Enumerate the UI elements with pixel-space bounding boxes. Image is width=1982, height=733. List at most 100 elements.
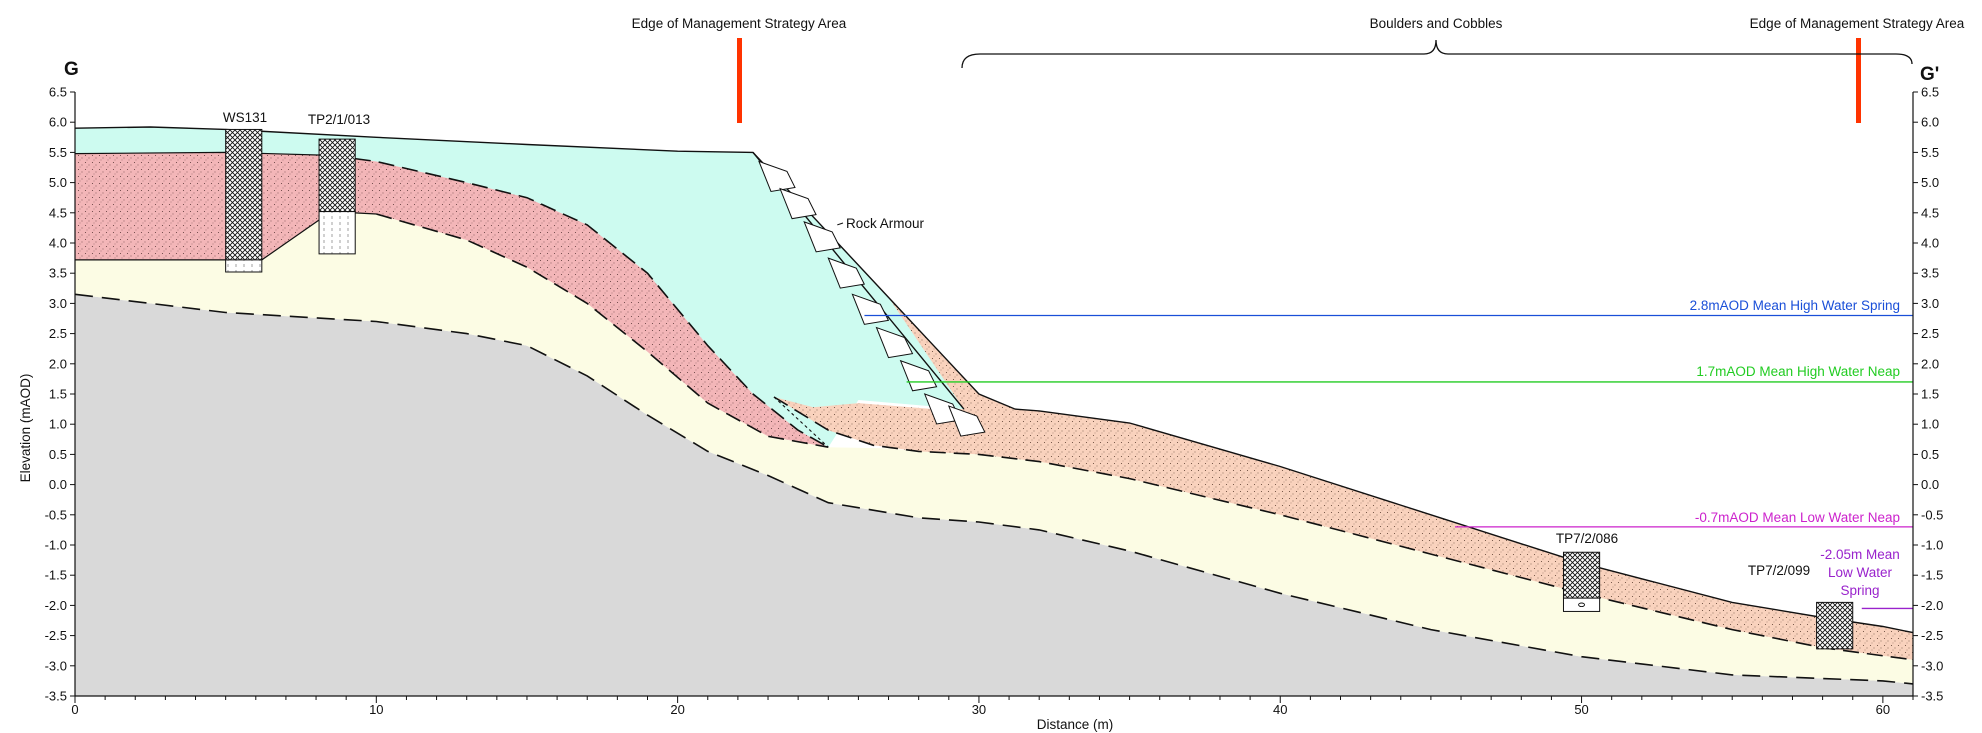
borehole-tp7-099-label: TP7/2/099 [1748,563,1810,578]
section-start-label: G [64,59,79,80]
y-tick-label-left: 3.5 [49,266,67,281]
y-tick-label-left: 0.0 [49,477,67,492]
borehole-ws131-lower [225,259,263,273]
y-tick-label-right: 1.5 [1921,387,1939,402]
y-tick-label-right: 6.0 [1921,115,1939,130]
y-tick-label-left: 6.5 [49,85,67,100]
mlws-label-line-2: Low Water [1828,565,1893,580]
y-tick-label-right: 0.0 [1921,477,1939,492]
borehole-tp2-lower [318,211,356,255]
made-ground-layer [75,127,964,448]
rock-block [851,293,890,325]
borehole-tp7-086-marker [1578,602,1586,608]
borehole-tp7-086-label: TP7/2/086 [1556,531,1618,546]
rock-block [803,221,841,253]
x-tick-label: 50 [1574,702,1588,717]
y-tick-label-right: -1.0 [1921,538,1943,553]
red-base-dashed-line [376,213,829,448]
boulders-brace [961,39,1913,69]
borehole-ws131-hatched [225,128,263,261]
x-tick-label: 40 [1273,702,1287,717]
mlwn-label: -0.7mAOD Mean Low Water Neap [1695,510,1900,525]
y-tick-label-right: 4.5 [1921,205,1939,220]
x-tick-label: 20 [670,702,684,717]
edge-left-marker [737,38,742,123]
y-tick-label-right: 0.5 [1921,447,1939,462]
y-tick-label-right: -3.5 [1921,689,1943,704]
rock-block [827,257,866,289]
bedrock-layer [75,294,1913,696]
toe-dashed-line [773,396,829,448]
borehole-tp7-086-hatched [1562,551,1601,599]
borehole-tp7-086-lower [1562,597,1601,612]
x-tick-label: 30 [972,702,986,717]
edge-right-marker [1856,38,1861,123]
y-tick-label-right: 5.0 [1921,175,1939,190]
rock-armour [758,160,986,437]
ground-surface-line [74,126,1914,634]
y-tick-label-left: 2.0 [49,356,67,371]
bedrock-top-dashed-line [74,293,1914,685]
y-tick-label-right: -3.0 [1921,658,1943,673]
y-tick-label-left: 0.5 [49,447,67,462]
x-tick-label: 60 [1876,702,1890,717]
y-tick-label-left: 6.0 [49,115,67,130]
mhws-label: 2.8mAOD Mean High Water Spring [1690,298,1900,313]
rock-block [899,359,938,392]
borehole-ws131-label: WS131 [223,110,267,125]
edge-left-label: Edge of Management Strategy Area [632,16,847,31]
y-tick-label-right: 1.0 [1921,417,1939,432]
strata-layers [75,127,1913,696]
y-tick-label-left: -3.0 [45,658,67,673]
borehole-tp2-label: TP2/1/013 [308,112,370,127]
y-tick-label-left: 5.5 [49,145,67,160]
y-tick-label-left: 4.5 [49,205,67,220]
edge-right-label: Edge of Management Strategy Area [1750,16,1965,31]
sand-base-dashed-line [773,396,1914,661]
red-top-dashed-line [330,154,829,448]
y-tick-label-left: -0.5 [45,507,67,522]
y-tick-label-left: -2.5 [45,628,67,643]
y-tick-label-right: -1.5 [1921,568,1943,583]
y-tick-label-right: -2.5 [1921,628,1943,643]
y-tick-label-left: -2.0 [45,598,67,613]
x-axis-title: Distance (m) [1037,717,1114,732]
y-tick-label-left: 2.5 [49,326,67,341]
x-tick-label: 0 [71,702,78,717]
y-tick-label-left: -1.0 [45,538,67,553]
y-tick-label-left: 5.0 [49,175,67,190]
axes: 6.5 6.5 6.0 6.0 5.5 5.5 5.0 5.0 4.5 4.5 4.0 4.0 3.5 3… [45,85,1944,718]
y-tick-label-left: 4.0 [49,236,67,251]
y-tick-label-left: 1.5 [49,387,67,402]
rock-block [947,405,986,437]
beach-sand-layer [774,297,1913,660]
y-axis-title: Elevation (mAOD) [18,374,33,483]
rock-block [779,187,817,220]
borehole-tp7-099-hatched [1816,601,1854,650]
y-tick-label-right: 4.0 [1921,236,1939,251]
y-tick-label-left: 1.0 [49,417,67,432]
y-tick-label-right: 3.0 [1921,296,1939,311]
cream-layer [75,211,1913,684]
y-tick-label-left: 3.0 [49,296,67,311]
y-tick-label-right: 6.5 [1921,85,1939,100]
rock-block [758,160,796,193]
y-tick-label-right: -2.0 [1921,598,1943,613]
rock-armour-leader [837,222,844,226]
y-tick-label-right: 2.0 [1921,356,1939,371]
red-stipple-layer [75,152,829,448]
y-tick-label-right: -0.5 [1921,507,1943,522]
y-tick-label-right: 2.5 [1921,326,1939,341]
boulders-label: Boulders and Cobbles [1370,16,1503,31]
borehole-tp2-hatched [318,138,356,213]
mlws-label-line-3: Spring [1840,583,1879,598]
rock-block [875,326,914,359]
mhwn-label: 1.7mAOD Mean High Water Neap [1696,364,1900,379]
tidal-levels [864,314,1913,610]
y-tick-label-left: -3.5 [45,689,67,704]
rock-armour-label: Rock Armour [846,216,925,231]
y-tick-label-right: 3.5 [1921,266,1939,281]
y-tick-label-left: -1.5 [45,568,67,583]
